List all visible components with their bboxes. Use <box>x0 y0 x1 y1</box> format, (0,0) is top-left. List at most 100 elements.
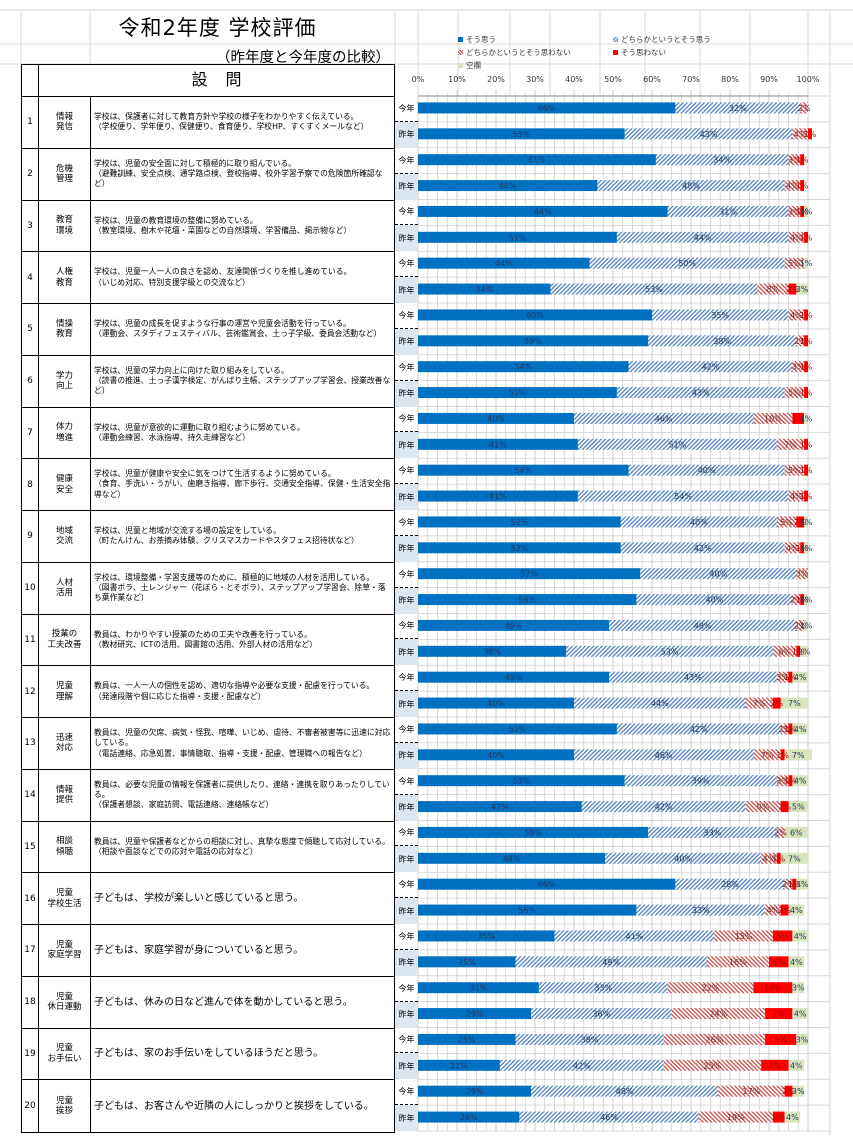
question-row: 7 体力 増進 学校は、児童が意欲的に運動に取り組むように努めている。 （運動会練習… <box>22 407 394 460</box>
question-category: 児童 学校生活 <box>39 873 91 924</box>
data-label: 19% <box>727 1113 745 1122</box>
bar-segment-disagree <box>772 697 781 709</box>
data-label: 40% <box>487 699 505 708</box>
bar-segment-somewhat-disagree <box>788 154 801 166</box>
data-label: 51% <box>668 440 686 449</box>
bar-segment-somewhat-agree <box>574 412 754 424</box>
bar-segment-blank <box>804 205 808 217</box>
bar-segment-disagree <box>784 1085 793 1097</box>
data-label: 53% <box>512 777 530 786</box>
bar-segment-disagree <box>753 982 793 994</box>
data-label: 1% <box>800 337 813 346</box>
question-number: 16 <box>22 873 39 924</box>
year-label-this-year: 今年 <box>395 1079 418 1106</box>
bar-segment-somewhat-disagree <box>765 904 781 916</box>
question-number: 10 <box>22 562 39 614</box>
data-label: 1% <box>796 156 809 165</box>
bar-segment-blank <box>792 982 805 994</box>
data-label: 41% <box>626 932 644 941</box>
data-label: 21% <box>450 1061 468 1070</box>
data-label: 40% <box>690 518 708 527</box>
bar-segment-somewhat-disagree <box>784 257 805 269</box>
bar-segment-strongly-agree <box>418 128 625 140</box>
bar-segment-disagree <box>804 309 808 321</box>
question-category: 情操 教育 <box>39 304 91 355</box>
data-label: 42% <box>690 725 708 734</box>
question-number: 15 <box>22 821 39 873</box>
bar-segment-strongly-agree <box>418 852 606 864</box>
data-label: 49% <box>602 958 620 967</box>
bar-segment-disagree <box>769 956 789 968</box>
year-label-this-year: 今年 <box>395 562 418 588</box>
bar-segment-somewhat-agree <box>620 516 777 528</box>
year-label-this-year: 今年 <box>395 510 418 536</box>
question-text: 教員は、わかりやすい授業のための工夫や改善を行っている。 （教材研究、ICTの活… <box>94 629 318 649</box>
question-header-label: 設問 <box>191 70 260 89</box>
data-label: 42% <box>702 363 720 372</box>
bar-segment-blank <box>804 594 808 606</box>
data-label: 1% <box>796 544 809 553</box>
bar-segment-somewhat-disagree <box>796 619 805 631</box>
bar-segment-blank <box>792 775 808 787</box>
bar-segment-disagree <box>788 723 793 735</box>
data-label: 48% <box>694 621 712 630</box>
bar-segment-somewhat-agree <box>648 826 777 838</box>
bar-segment-somewhat-agree <box>616 231 789 243</box>
data-label: 3% <box>788 207 801 216</box>
data-label: 56% <box>518 906 536 915</box>
data-label: 4% <box>794 777 807 786</box>
year-label-this-year: 今年 <box>395 96 418 122</box>
data-label: 57% <box>520 570 538 579</box>
bar-segment-strongly-agree <box>418 775 625 787</box>
bar-segment-somewhat-disagree <box>796 335 805 347</box>
bar-segment-somewhat-agree <box>624 128 793 140</box>
bar-segment-blank <box>792 930 808 942</box>
question-text: 教員は、児童の欠席、病気・怪我、喧嘩、いじめ、虐待、不審者被害等に迅速に対応して… <box>94 727 391 758</box>
year-label-this-year: 今年 <box>395 769 418 795</box>
bar-segment-blank <box>780 697 808 709</box>
bar-segment-somewhat-disagree <box>761 852 777 864</box>
bar-segment-somewhat-disagree <box>776 438 805 450</box>
question-text: 学校は、児童の成長を促すような行事の運営や児童会活動を行っている。 （運動会、ス… <box>94 319 382 339</box>
data-label: 39% <box>692 777 710 786</box>
bar-segment-somewhat-agree <box>648 335 797 347</box>
year-label-last-year: 昨年 <box>395 535 418 562</box>
data-label: 52% <box>511 518 529 527</box>
legend-label: 空欄 <box>466 61 481 70</box>
question-text: 学校は、児童の安全面に対して積極的に取り組んでいる。 （避難訓練、安全点検、通学… <box>94 158 383 189</box>
data-label: 53% <box>512 130 530 139</box>
legend-swatch-green-icon <box>458 63 463 68</box>
data-label: 6% <box>778 647 791 656</box>
data-label: 4% <box>794 130 807 139</box>
year-label-this-year: 今年 <box>395 458 418 485</box>
data-label: 46% <box>499 182 517 191</box>
data-label: 26% <box>706 1035 724 1044</box>
bar-segment-disagree <box>765 1008 793 1020</box>
question-text: 学校は、児童が健康や安全に気をつけて生活するように努めている。 （食育、手洗い・… <box>94 469 391 499</box>
data-label: 42% <box>694 544 712 553</box>
data-label: 51% <box>509 233 527 242</box>
question-number: 8 <box>22 459 39 510</box>
data-label: 4% <box>794 673 807 682</box>
data-label: 2% <box>778 803 791 812</box>
question-category: 情報 提供 <box>39 769 91 821</box>
question-row: 20 児童 挨拶 子どもは、お客さんや近隣の人にしっかりと挨拶をしている。 <box>22 1080 394 1132</box>
bar-segment-somewhat-agree <box>628 361 793 373</box>
bar-segment-somewhat-disagree <box>788 231 805 243</box>
data-label: 3% <box>772 1113 785 1122</box>
year-label-last-year: 昨年 <box>395 1001 418 1028</box>
data-label: 25% <box>458 958 476 967</box>
year-label-last-year: 昨年 <box>395 432 418 459</box>
year-label-last-year: 昨年 <box>395 639 418 666</box>
bar-segment-somewhat-disagree <box>776 516 797 528</box>
data-label: 56% <box>518 596 536 605</box>
question-category: 迅速 対応 <box>39 718 91 769</box>
x-tick-label: 100% <box>796 75 820 84</box>
bar-segment-strongly-agree <box>418 826 649 838</box>
data-label: 7% <box>788 699 801 708</box>
data-label: 8% <box>774 1035 787 1044</box>
data-label: 4% <box>790 311 803 320</box>
question-number: 19 <box>22 1028 39 1080</box>
bar-segment-blank <box>804 412 808 424</box>
